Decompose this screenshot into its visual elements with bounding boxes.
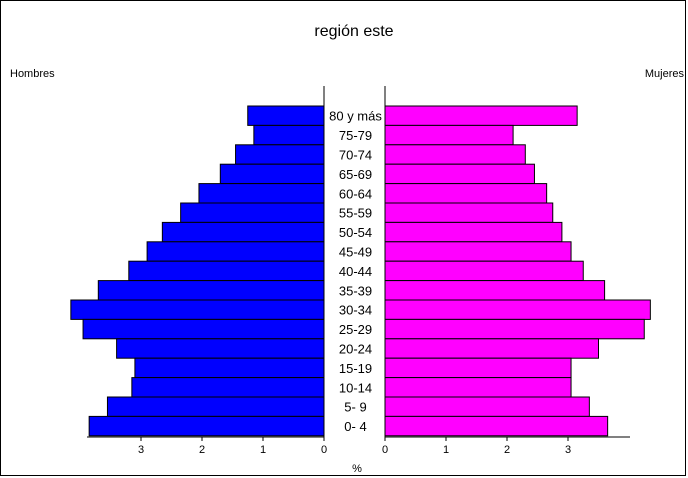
bar-mujeres-0 — [384, 105, 578, 126]
age-label-16: 0- 4 — [344, 419, 366, 434]
bar-hombres-7 — [146, 241, 325, 262]
age-label-12: 20-24 — [339, 342, 372, 357]
axes-group: 3 2 1 0 0 1 2 3 — [87, 86, 630, 456]
bar-mujeres-15 — [384, 396, 590, 417]
age-label-11: 25-29 — [339, 322, 372, 337]
bar-hombres-14 — [131, 377, 325, 398]
bar-mujeres-6 — [384, 221, 563, 243]
age-label-5: 55-59 — [339, 206, 372, 221]
bar-mujeres-11 — [384, 318, 645, 340]
left-bars-group — [70, 105, 325, 437]
bar-mujeres-1 — [384, 124, 514, 146]
bar-mujeres-2 — [384, 144, 526, 165]
bar-hombres-8 — [128, 260, 325, 282]
bar-mujeres-3 — [384, 163, 535, 185]
age-label-13: 15-19 — [339, 361, 372, 376]
bar-mujeres-7 — [384, 241, 572, 262]
right-tick-label-0: 0 — [382, 444, 388, 456]
bar-mujeres-14 — [384, 377, 572, 398]
age-label-15: 5- 9 — [344, 400, 366, 415]
age-labels-group: 80 y más 75-79 70-74 65-69 60-64 55-59 50-54 45… — [329, 109, 382, 434]
left-tick-label-2: 1 — [260, 444, 266, 456]
age-label-10: 30-34 — [339, 303, 372, 318]
age-label-4: 60-64 — [339, 186, 372, 201]
chart-title: región este — [314, 23, 393, 40]
right-tick-label-3: 3 — [565, 444, 571, 456]
bar-hombres-16 — [88, 415, 325, 437]
right-bars-group — [384, 105, 651, 437]
bar-mujeres-16 — [384, 415, 609, 437]
bar-hombres-10 — [70, 299, 325, 320]
left-tick-label-3: 0 — [321, 444, 327, 456]
bar-hombres-4 — [198, 183, 325, 204]
bar-mujeres-12 — [384, 338, 599, 359]
age-label-1: 75-79 — [339, 128, 372, 143]
bar-hombres-2 — [235, 144, 325, 165]
age-label-9: 35-39 — [339, 283, 372, 298]
bar-mujeres-9 — [384, 280, 606, 301]
age-label-14: 10-14 — [339, 380, 372, 395]
age-label-2: 70-74 — [339, 148, 372, 163]
right-tick-label-1: 1 — [443, 444, 449, 456]
age-label-6: 50-54 — [339, 225, 372, 240]
bar-mujeres-10 — [384, 299, 651, 320]
x-axis-label: % — [352, 463, 362, 475]
bar-mujeres-5 — [384, 202, 554, 223]
age-label-7: 45-49 — [339, 245, 372, 260]
bar-hombres-15 — [106, 396, 325, 417]
right-label-mujeres: Mujeres — [645, 68, 685, 80]
bar-hombres-9 — [97, 280, 325, 301]
left-tick-label-0: 3 — [138, 444, 144, 456]
bar-mujeres-8 — [384, 260, 584, 282]
bar-hombres-3 — [219, 163, 325, 185]
left-tick-label-1: 2 — [199, 444, 205, 456]
left-label-hombres: Hombres — [10, 68, 55, 80]
bar-mujeres-4 — [384, 183, 548, 204]
bar-hombres-0 — [247, 105, 325, 126]
bar-hombres-12 — [116, 338, 325, 359]
age-label-3: 65-69 — [339, 167, 372, 182]
age-label-8: 40-44 — [339, 264, 372, 279]
bar-hombres-1 — [253, 124, 325, 146]
bar-hombres-11 — [82, 318, 325, 340]
bar-hombres-6 — [161, 221, 325, 243]
bar-mujeres-13 — [384, 357, 572, 379]
bar-hombres-5 — [180, 202, 325, 223]
bar-hombres-13 — [134, 357, 325, 379]
right-tick-label-2: 2 — [504, 444, 510, 456]
age-label-0: 80 y más — [329, 109, 382, 124]
